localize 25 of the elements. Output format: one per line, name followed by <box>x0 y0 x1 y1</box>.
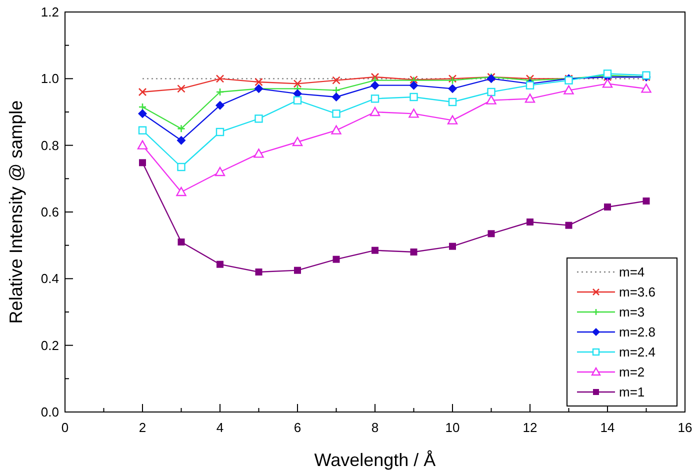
legend-label: m=4 <box>619 264 645 280</box>
legend-label: m=3.6 <box>619 284 656 300</box>
x-tick-label: 16 <box>678 420 692 435</box>
x-tick-label: 0 <box>61 420 69 435</box>
legend-label: m=2 <box>619 364 645 380</box>
x-tick-label: 10 <box>445 420 460 435</box>
y-tick-label: 0.8 <box>40 138 59 153</box>
y-tick-label: 0.6 <box>40 204 59 220</box>
x-axis-title: Wavelength / Å <box>314 450 436 470</box>
y-tick-label: 1.0 <box>40 71 59 86</box>
y-tick-label: 1.2 <box>40 4 59 20</box>
legend-label: m=2.8 <box>619 324 656 340</box>
legend-label: m=3 <box>619 304 645 320</box>
y-axis-title: Relative Intensity @ sample <box>6 100 26 324</box>
x-tick-label: 12 <box>522 420 538 435</box>
x-tick-label: 4 <box>216 420 224 435</box>
x-tick-label: 6 <box>294 420 302 435</box>
x-tick-label: 14 <box>600 420 615 435</box>
y-tick-label: 0.2 <box>40 338 59 353</box>
legend-label: m=2.4 <box>619 344 656 360</box>
x-tick-label: 2 <box>138 420 146 435</box>
legend-label: m=1 <box>619 384 645 400</box>
x-tick-label: 8 <box>371 420 379 435</box>
y-tick-label: 0.4 <box>40 271 59 286</box>
y-tick-label: 0.0 <box>40 404 59 420</box>
